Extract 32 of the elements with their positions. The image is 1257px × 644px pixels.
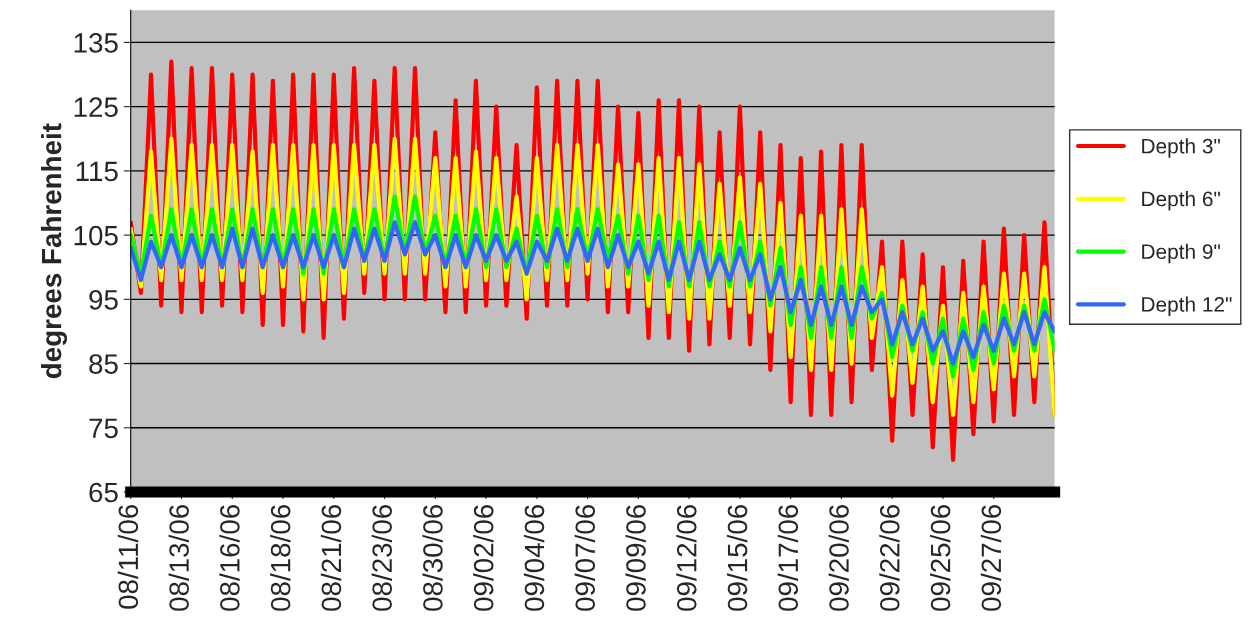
x-tick-label: 09/15/06	[726, 505, 748, 611]
x-tick-label: 08/23/06	[371, 505, 392, 611]
y-tick-label: 125	[74, 97, 118, 117]
y-tick-label: 105	[74, 225, 118, 246]
legend-label: Depth 12"	[1142, 296, 1232, 316]
line-series	[130, 220, 1055, 366]
x-tick-label: 08/18/06	[270, 505, 291, 611]
x-tick-label: 08/30/06	[422, 505, 443, 611]
x-tick-label: 08/21/06	[320, 505, 342, 611]
x-tick-label: 09/25/06	[930, 505, 951, 611]
x-tick-label: 09/07/06	[574, 505, 596, 611]
y-tick-label: 75	[89, 418, 118, 439]
y-tick-label: 85	[89, 354, 118, 374]
x-tick-label: 08/16/06	[219, 505, 240, 611]
y-axis-title: degrees Fahrenheit	[41, 123, 68, 379]
x-tick-label: 09/27/06	[980, 505, 1002, 611]
legend-label: Depth 9"	[1142, 243, 1220, 264]
x-tick-label: 09/09/06	[625, 505, 646, 611]
legend-label: Depth 3"	[1142, 138, 1220, 158]
y-tick-label: 65	[89, 482, 118, 503]
y-tick-label: 95	[89, 290, 118, 310]
x-tick-label: 08/11/06	[117, 505, 139, 609]
y-tick-label: 135	[74, 33, 118, 53]
x-tick-label: 09/04/06	[523, 505, 545, 611]
y-tick-label: 115	[76, 161, 118, 182]
x-tick-label: 08/13/06	[168, 505, 189, 611]
legend-label: Depth 6"	[1142, 190, 1220, 211]
x-tick-label: 09/12/06	[676, 505, 697, 611]
x-tick-label: 09/22/06	[879, 505, 900, 611]
x-tick-label: 09/20/06	[828, 505, 849, 611]
x-tick-label: 09/17/06	[777, 505, 799, 611]
x-tick-label: 09/02/06	[473, 505, 494, 611]
